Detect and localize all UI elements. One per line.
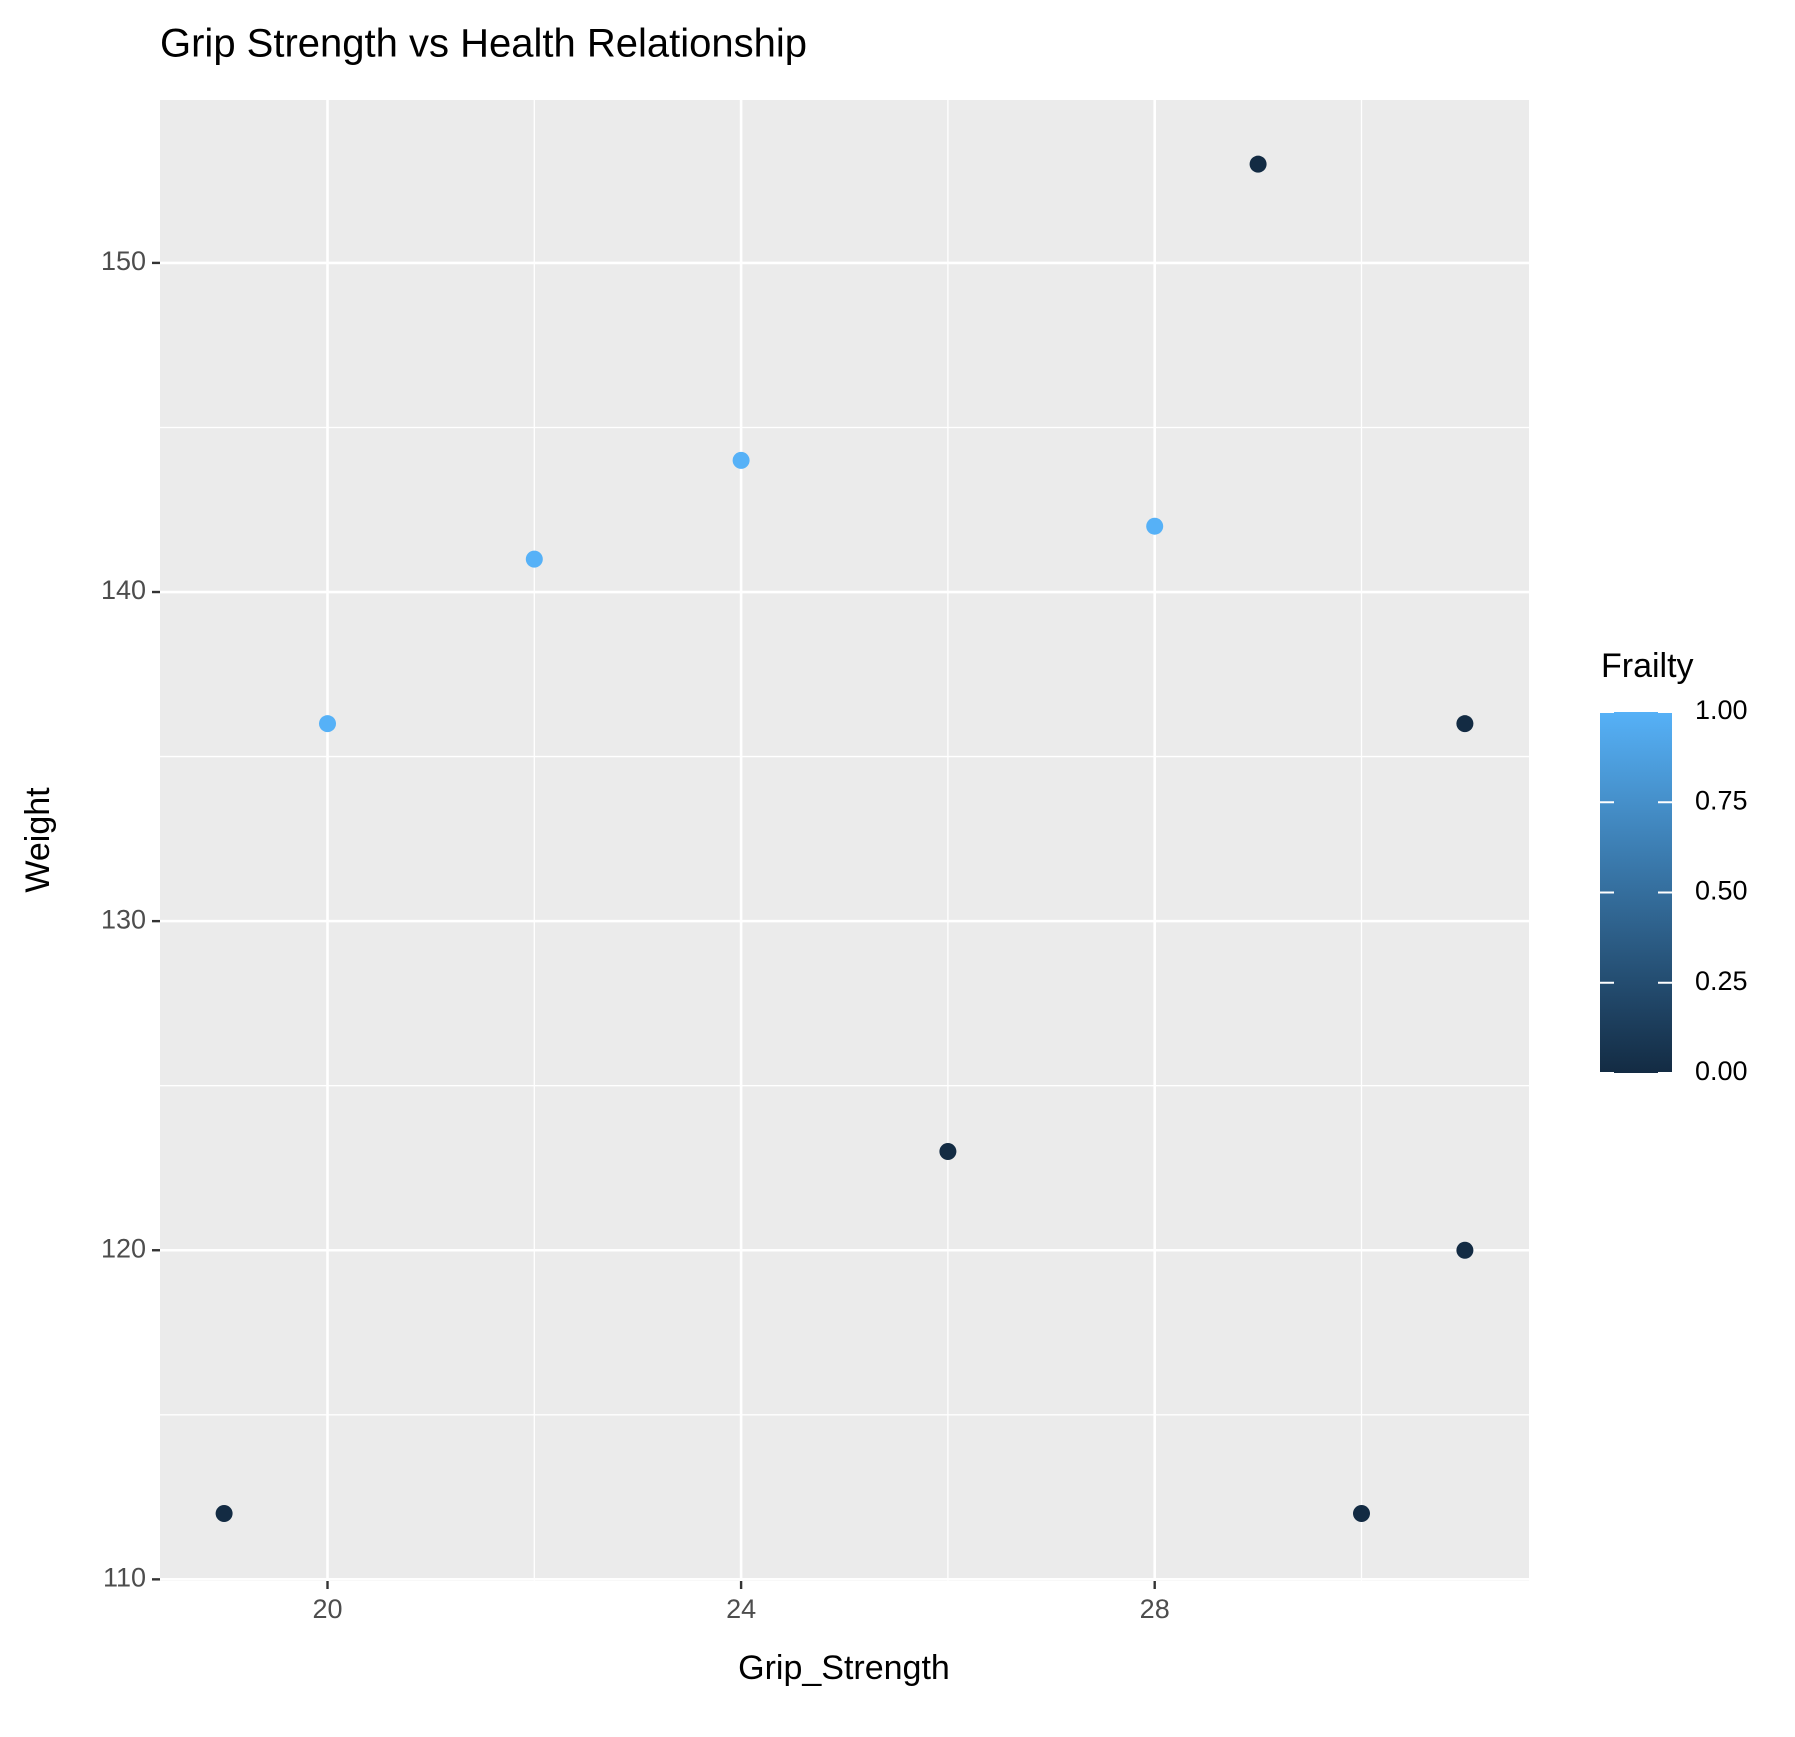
- x-tick-label: 24: [726, 1594, 756, 1624]
- legend-title: Frailty: [1601, 647, 1694, 685]
- point: [215, 1505, 233, 1523]
- y-tick-label: 150: [101, 246, 146, 276]
- point: [1456, 1241, 1474, 1259]
- y-axis-label: Weight: [19, 787, 57, 893]
- x-axis-label: Grip_Strength: [738, 1649, 950, 1687]
- point: [319, 715, 337, 733]
- x-tick-label: 20: [312, 1594, 342, 1624]
- legend-tick-label: 0.00: [1695, 1056, 1748, 1086]
- point: [1352, 1505, 1370, 1523]
- point: [525, 550, 543, 568]
- point: [939, 1143, 957, 1161]
- legend-tick-label: 0.50: [1695, 876, 1748, 906]
- y-tick-label: 140: [101, 575, 146, 605]
- panel: [160, 100, 1529, 1581]
- legend-tick-label: 1.00: [1695, 695, 1748, 725]
- x-tick-label: 28: [1140, 1594, 1170, 1624]
- y-tick-label: 130: [101, 904, 146, 934]
- chart-title: Grip Strength vs Health Relationship: [160, 22, 807, 66]
- legend-tick-label: 0.25: [1695, 966, 1748, 996]
- point: [732, 451, 750, 469]
- point: [1146, 517, 1164, 535]
- point: [1249, 155, 1267, 173]
- y-tick-label: 120: [101, 1233, 146, 1263]
- legend-tick-label: 0.75: [1695, 785, 1748, 815]
- y-tick-label: 110: [103, 1562, 146, 1592]
- point: [1456, 715, 1474, 733]
